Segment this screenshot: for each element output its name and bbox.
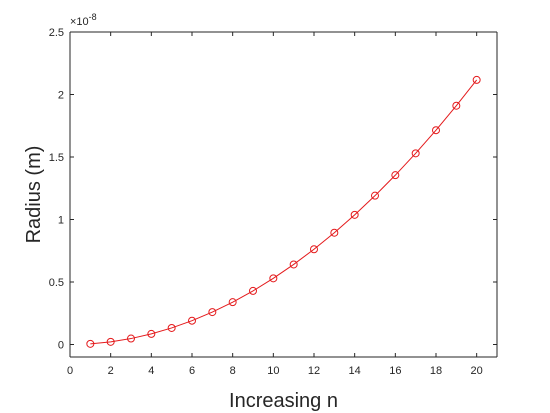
x-tick-label: 4 — [148, 365, 154, 377]
x-tick-label: 10 — [267, 365, 279, 377]
axes — [69, 31, 498, 358]
y-tick-label: 1 — [58, 215, 64, 227]
data-point — [350, 210, 359, 219]
plot-area — [70, 32, 497, 357]
data-point — [452, 101, 461, 110]
data-point — [310, 245, 318, 254]
data-point — [432, 126, 440, 135]
y-tick-label: 1.5 — [49, 152, 64, 164]
data-point — [188, 316, 196, 325]
data-point — [411, 149, 420, 158]
x-tick-label: 16 — [389, 365, 401, 377]
data-point — [106, 337, 115, 346]
data-point — [249, 286, 257, 295]
ticks: 0 2 4 6 8 10 12 14 16 18 20 0 0.5 1 1.5 2 2.5 — [49, 27, 497, 377]
data-point — [472, 75, 481, 84]
data-point — [208, 308, 217, 317]
y-tick-label: 0.5 — [49, 277, 64, 289]
x-tick-label: 8 — [230, 365, 236, 377]
data-point — [391, 171, 400, 180]
y-axis-label: Radius (m) — [23, 146, 45, 244]
x-tick-label: 18 — [430, 365, 442, 377]
x-tick-label: 0 — [67, 365, 73, 377]
y-exponent-base: ×10 — [70, 16, 89, 28]
data-point — [330, 228, 339, 237]
series-group — [86, 75, 481, 348]
y-exponent-label: ×10-8 — [70, 12, 97, 28]
data-point — [86, 339, 95, 348]
data-point — [269, 274, 278, 283]
x-tick-label: 6 — [189, 365, 195, 377]
x-tick-label: 12 — [308, 365, 320, 377]
y-tick-label: 2 — [58, 90, 64, 102]
x-tick-label: 20 — [471, 365, 483, 377]
data-point — [371, 191, 379, 200]
y-tick-label: 0 — [58, 340, 64, 352]
data-point — [289, 260, 298, 269]
x-tick-label: 14 — [349, 365, 361, 377]
x-tick-label: 2 — [108, 365, 114, 377]
data-point — [167, 323, 176, 332]
data-point — [147, 329, 156, 338]
data-point — [127, 334, 135, 343]
x-axis-label: Increasing n — [229, 390, 338, 412]
data-point — [228, 298, 237, 307]
y-exponent-power: -8 — [89, 12, 97, 22]
y-tick-label: 2.5 — [49, 27, 64, 39]
